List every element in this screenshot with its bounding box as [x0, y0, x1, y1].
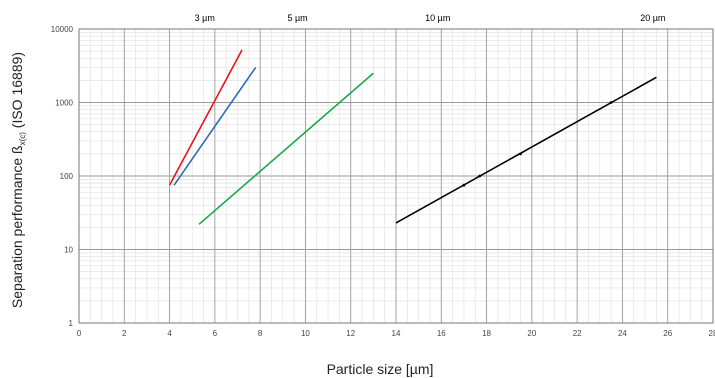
y-tick-label: 1 — [69, 319, 74, 328]
series-layer — [168, 49, 657, 225]
series-line-1 — [168, 49, 243, 186]
y-tick-label: 100 — [60, 172, 74, 181]
x-tick-label: 26 — [663, 329, 672, 338]
y-tick-labels: 1 10 100 1000 10000 — [51, 25, 74, 328]
x-tick-label: 20 — [527, 329, 536, 338]
x-tick-label: 0 — [77, 329, 82, 338]
plot-frame — [78, 28, 714, 324]
y-tick-label: 10 — [64, 246, 73, 255]
series-marker — [462, 183, 466, 187]
series-marker — [519, 152, 522, 156]
series-line-2 — [173, 66, 257, 186]
x-tick-label: 28 — [709, 329, 715, 338]
annotation-layer: 3 µm 5 µm 10 µm 20 µm — [195, 13, 666, 23]
x-tick-label: 24 — [618, 329, 627, 338]
series-line-4 — [395, 76, 657, 224]
x-tick-label: 12 — [346, 329, 355, 338]
y-axis-title: Separation performance ßx(c) (ISO 16889) — [9, 52, 27, 308]
x-axis-title: Particle size [µm] — [327, 361, 434, 377]
x-tick-label: 16 — [437, 329, 446, 338]
x-tick-label: 8 — [258, 329, 263, 338]
x-tick-label: 2 — [122, 329, 127, 338]
series-line-3 — [198, 72, 374, 225]
y-tick-label: 1000 — [55, 99, 73, 108]
x-tick-label: 18 — [482, 329, 491, 338]
x-tick-label: 6 — [213, 329, 218, 338]
particle-size-annotation: 10 µm — [425, 13, 450, 23]
x-tick-label: 10 — [301, 329, 310, 338]
particle-size-annotation: 3 µm — [195, 13, 215, 23]
x-tick-label: 22 — [573, 329, 582, 338]
y-tick-label: 10000 — [51, 25, 74, 34]
x-tick-labels: 0246810121416182022242628 — [77, 329, 715, 338]
y-axis-title-main: Separation performance ß — [9, 145, 25, 308]
particle-size-annotation: 20 µm — [640, 13, 665, 23]
x-tick-label: 4 — [167, 329, 172, 338]
x-tick-label: 14 — [392, 329, 401, 338]
series-marker — [478, 174, 482, 178]
particle-size-annotation: 5 µm — [287, 13, 307, 23]
series-marker — [609, 101, 613, 104]
y-axis-title-tail: (ISO 16889) — [9, 52, 25, 132]
y-axis-title-subscript: x(c) — [18, 132, 27, 146]
